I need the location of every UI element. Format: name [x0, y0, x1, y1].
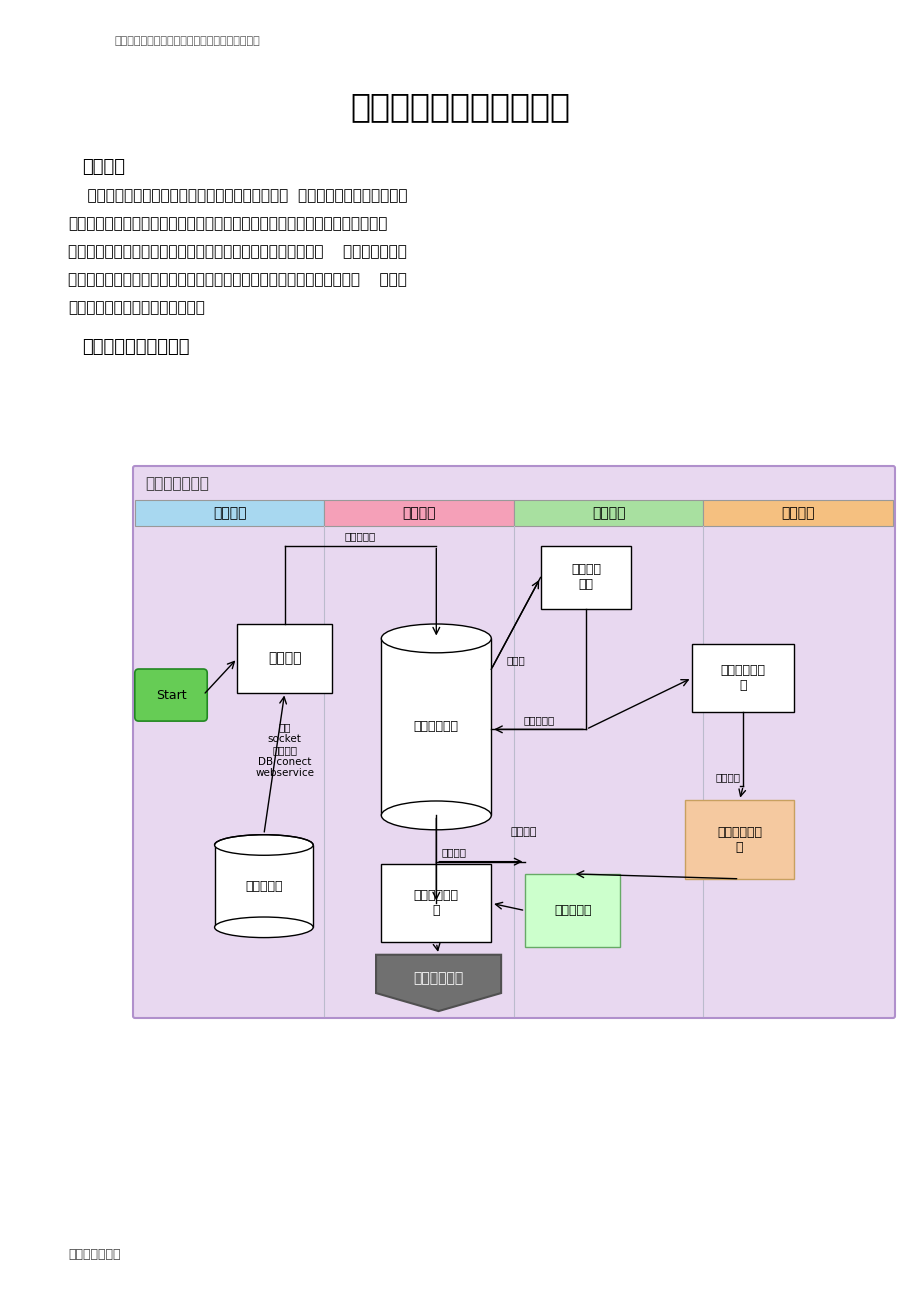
- Text: 然后因为海量数据、多数据类型的信息需要有丰富的数据接入能力和数据标准化: 然后因为海量数据、多数据类型的信息需要有丰富的数据接入能力和数据标准化: [68, 216, 387, 231]
- Ellipse shape: [214, 917, 312, 938]
- Text: 析挖掘、全文检索等，考虑到面向的客户对象有的是上层的应用集成商，    所以要: 析挖掘、全文检索等，考虑到面向的客户对象有的是上层的应用集成商， 所以要: [68, 272, 406, 287]
- Text: 平台管理: 平台管理: [591, 506, 625, 520]
- Text: 决策支持: 决策支持: [780, 506, 814, 520]
- Text: 元数据入库: 元数据入库: [345, 532, 376, 542]
- Bar: [514, 500, 703, 526]
- Text: 标准化入库: 标准化入库: [522, 715, 553, 726]
- Text: 大数据平台框架选型分析: 大数据平台框架选型分析: [349, 90, 570, 122]
- Text: 数据集成: 数据集成: [213, 506, 246, 520]
- Text: 上层应用集成: 上层应用集成: [413, 972, 463, 985]
- Bar: [237, 624, 332, 693]
- Bar: [214, 844, 312, 928]
- Bar: [684, 800, 794, 878]
- FancyBboxPatch shape: [135, 668, 207, 721]
- Bar: [324, 500, 514, 526]
- Text: 只供学习与交流: 只供学习与交流: [68, 1248, 120, 1261]
- Text: 考虑灵活的数据接口服务来支撑。: 考虑灵活的数据接口服务来支撑。: [68, 300, 205, 315]
- Text: 数据仓库: 数据仓库: [403, 506, 436, 520]
- Text: 分类数据仓库: 分类数据仓库: [414, 721, 459, 734]
- Text: 外部数据源: 外部数据源: [244, 880, 282, 893]
- Text: 定制分析: 定制分析: [510, 827, 536, 838]
- Ellipse shape: [214, 835, 312, 855]
- Bar: [381, 638, 491, 816]
- Bar: [381, 864, 491, 942]
- Ellipse shape: [381, 801, 491, 830]
- Text: Start: Start: [155, 688, 187, 701]
- Text: 城市大数据平台: 城市大数据平台: [145, 476, 209, 491]
- Text: 爬虫
socket
文件导入
DB conect
webservice: 爬虫 socket 文件导入 DB conect webservice: [255, 722, 314, 778]
- Text: 一、需求: 一、需求: [82, 158, 125, 176]
- Text: 统计分析、挖
掘: 统计分析、挖 掘: [720, 665, 765, 692]
- Bar: [703, 500, 892, 526]
- Bar: [525, 874, 619, 947]
- Text: 二、平台产品业务流程: 二、平台产品业务流程: [82, 337, 189, 356]
- Text: 元数据: 元数据: [506, 655, 525, 666]
- Text: 数据清洗
加工: 数据清洗 加工: [571, 563, 600, 592]
- Text: 服务监管: 服务监管: [441, 848, 466, 857]
- Polygon shape: [376, 955, 501, 1011]
- Text: 平台仪表盘: 平台仪表盘: [553, 904, 591, 917]
- Text: 城市大数据平台，首先是作为一个数据管理平台，  核心需求是数据的存和取，: 城市大数据平台，首先是作为一个数据管理平台， 核心需求是数据的存和取，: [68, 188, 407, 203]
- Text: 生成领导仪表
盘: 生成领导仪表 盘: [716, 826, 761, 853]
- Bar: [135, 500, 324, 526]
- Text: 处理能力，有了技术能力就需要纵深挖掘附加价值更好的服务，    如信息统计、分: 处理能力，有了技术能力就需要纵深挖掘附加价值更好的服务， 如信息统计、分: [68, 244, 406, 259]
- Bar: [540, 546, 630, 610]
- Text: 权限级数据接
口: 权限级数据接 口: [414, 890, 459, 917]
- Text: 定制生成: 定制生成: [714, 771, 740, 782]
- Bar: [691, 644, 794, 713]
- FancyBboxPatch shape: [133, 466, 894, 1018]
- Text: 此文档仅供收集于网络，如有侵权请联系网站删除: 此文档仅供收集于网络，如有侵权请联系网站删除: [115, 36, 260, 46]
- Text: 数据接入: 数据接入: [267, 652, 301, 666]
- Ellipse shape: [381, 624, 491, 653]
